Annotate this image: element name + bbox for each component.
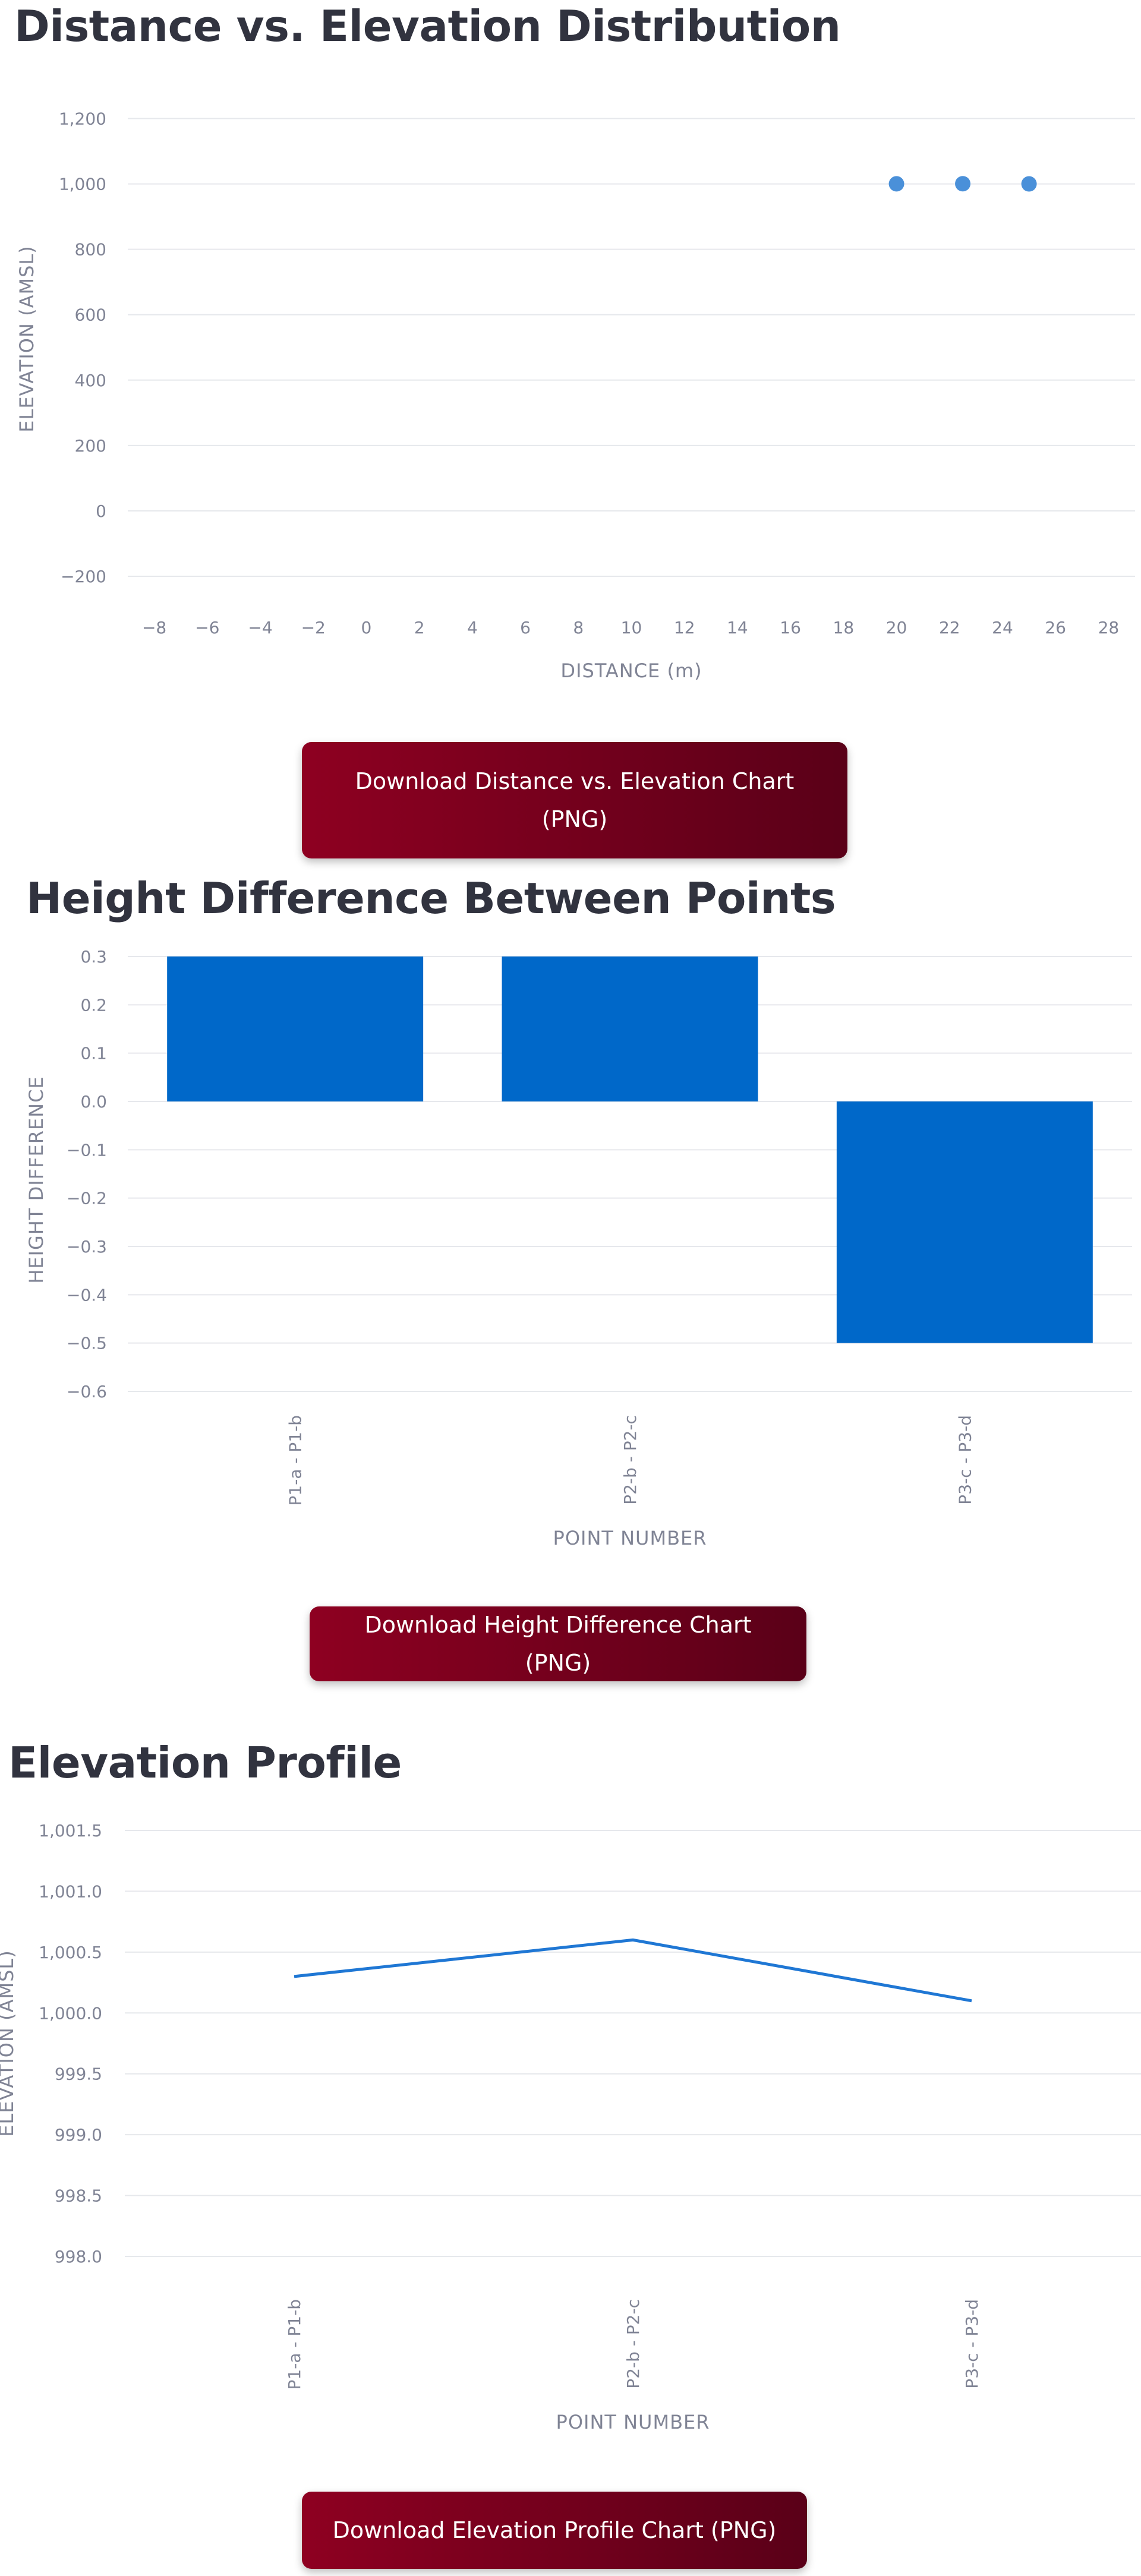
y-tick-label: 1,000.0	[39, 2003, 102, 2023]
y-tick-label: 1,000.5	[39, 1943, 102, 1962]
download-height-difference-button[interactable]: Download Height Difference Chart (PNG)	[310, 1606, 806, 1681]
x-tick-label: 6	[520, 618, 531, 637]
x-tick-label: −2	[301, 618, 326, 637]
y-tick-label: 800	[75, 240, 106, 260]
y-tick-label: −0.4	[67, 1285, 107, 1305]
y-tick-label: 0.0	[80, 1092, 107, 1112]
y-tick-label: 600	[75, 305, 106, 325]
y-tick-label: −200	[61, 567, 106, 586]
x-tick-label: 10	[621, 618, 642, 637]
download-distance-elevation-label: Download Distance vs. Elevation Chart (P…	[355, 768, 795, 832]
y-tick-label: 0.1	[80, 1044, 107, 1063]
download-elevation-profile-button[interactable]: Download Elevation Profile Chart (PNG)	[302, 2492, 807, 2569]
x-tick-label: 22	[939, 618, 960, 637]
x-tick-label: −6	[195, 618, 219, 637]
y-axis-title: ELEVATION (AMSL)	[15, 245, 38, 432]
height-difference-bar-chart: −0.6 −0.5 −0.4 −0.3 −0.2 −0.1 0.0 0.1 0.2 0.3 P1-a…	[25, 947, 1132, 1549]
x-tick-label: 20	[886, 618, 907, 637]
download-elevation-profile-label: Download Elevation Profile Chart (PNG)	[332, 2517, 777, 2543]
y-tick-label: 1,001.5	[39, 1821, 102, 1841]
y-tick-label: 999.0	[55, 2125, 102, 2145]
data-point	[1021, 176, 1037, 192]
data-point	[888, 176, 904, 192]
chart-3-title: Elevation Profile	[8, 1738, 402, 1788]
x-tick-label: 26	[1045, 618, 1066, 637]
x-axis-title: POINT NUMBER	[556, 2411, 710, 2433]
x-tick-label: 0	[361, 618, 372, 637]
x-axis-title: POINT NUMBER	[553, 1527, 707, 1549]
y-tick-label: −0.5	[67, 1334, 107, 1353]
x-tick-label: 4	[467, 618, 478, 637]
y-tick-label: 0	[96, 501, 106, 521]
y-tick-label: −0.6	[67, 1382, 107, 1401]
x-tick-label: 2	[414, 618, 425, 637]
bar	[167, 956, 424, 1101]
y-tick-label: 999.5	[55, 2064, 102, 2084]
y-tick-label: 0.3	[80, 947, 107, 967]
y-tick-label: 1,001.0	[39, 1882, 102, 1901]
y-tick-label: 400	[75, 371, 106, 390]
y-tick-label: 998.0	[55, 2247, 102, 2266]
y-tick-label: −0.1	[67, 1140, 107, 1160]
x-tick-label: P3-c - P3-d	[962, 2299, 982, 2389]
y-tick-label: −0.3	[67, 1237, 107, 1257]
data-point	[955, 176, 971, 192]
y-tick-label: 998.5	[55, 2186, 102, 2206]
y-tick-label: −0.2	[67, 1189, 107, 1208]
x-tick-label: −4	[248, 618, 272, 637]
y-tick-label: 0.2	[80, 995, 107, 1015]
x-tick-label: 8	[573, 618, 584, 637]
x-tick-label: P2-b - P2-c	[623, 2299, 643, 2389]
x-tick-label: P1-a - P1-b	[285, 2299, 304, 2389]
y-axis-title: HEIGHT DIFFERENCE	[25, 1076, 48, 1283]
x-tick-label: −8	[142, 618, 166, 637]
x-tick-label: 24	[992, 618, 1013, 637]
bar	[836, 1101, 1093, 1343]
bar	[502, 956, 758, 1101]
x-tick-label: 16	[780, 618, 801, 637]
download-height-difference-label: Download Height Difference Chart (PNG)	[364, 1612, 752, 1676]
series-line	[294, 1938, 972, 2003]
x-tick-label: P3-c - P3-d	[955, 1415, 975, 1505]
x-tick-label: 12	[674, 618, 695, 637]
download-distance-elevation-button[interactable]: Download Distance vs. Elevation Chart (P…	[302, 742, 847, 858]
chart-1-title: Distance vs. Elevation Distribution	[14, 1, 841, 51]
y-tick-label: 200	[75, 436, 106, 456]
x-tick-label: 18	[833, 618, 855, 637]
x-tick-label: P1-a - P1-b	[286, 1415, 305, 1505]
y-tick-label: 1,000	[59, 175, 106, 194]
x-tick-label: 14	[727, 618, 748, 637]
chart-2-title: Height Difference Between Points	[26, 873, 836, 923]
y-tick-label: 1,200	[59, 109, 106, 129]
x-tick-label: 28	[1098, 618, 1120, 637]
elevation-profile-line-chart: 998.0 998.5 999.0 999.5 1,000.0 1,000.5 1,001.…	[0, 1821, 1141, 2433]
x-tick-label: P2-b - P2-c	[620, 1415, 640, 1505]
x-axis-title: DISTANCE (m)	[560, 659, 702, 682]
y-axis-title: ELEVATION (AMSL)	[0, 1950, 18, 2136]
